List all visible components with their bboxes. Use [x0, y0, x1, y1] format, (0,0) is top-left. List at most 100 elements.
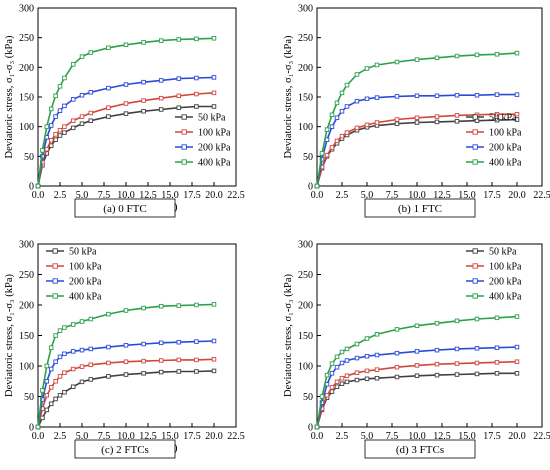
data-point: [79, 92, 85, 98]
legend-label: 100 kPa: [69, 262, 102, 273]
y-tick-label: 250: [19, 270, 34, 281]
x-tick-label: 20.0: [508, 190, 526, 201]
x-tick-label: 10.0: [408, 190, 426, 201]
data-point: [494, 52, 500, 57]
data-point: [211, 302, 217, 307]
data-point: [123, 101, 129, 106]
data-point: [70, 97, 76, 102]
data-point: [374, 352, 380, 358]
data-point: [319, 394, 325, 399]
data-point: [79, 319, 85, 324]
data-point: [354, 370, 360, 375]
x-tick-label: 2.5: [336, 431, 349, 442]
data-point: [53, 114, 58, 119]
data-point: [141, 305, 146, 311]
y-axis-label: Deviatoric stress, σ₁-σ₃ (kPa): [4, 35, 15, 159]
data-point: [123, 343, 129, 348]
data-point: [414, 115, 420, 121]
legend-marker: [472, 159, 478, 165]
data-point: [454, 113, 460, 118]
data-point: [57, 354, 63, 360]
legend-label: 50 kPa: [489, 113, 517, 124]
data-point: [141, 358, 146, 364]
panel-caption: (d) 3 FTCs: [396, 444, 444, 456]
data-point: [434, 321, 440, 326]
data-point: [48, 401, 54, 407]
data-point: [474, 360, 480, 366]
data-point: [344, 379, 350, 385]
y-tick-label: 200: [19, 301, 34, 312]
data-point: [394, 121, 400, 126]
data-point: [123, 372, 129, 377]
x-tick-label: 5.0: [76, 431, 89, 442]
legend-label: 50 kPa: [198, 113, 226, 124]
data-point: [48, 385, 54, 390]
series-3: [314, 314, 520, 430]
data-point: [374, 367, 380, 372]
series-2: [314, 344, 520, 430]
data-point: [53, 333, 58, 338]
series-3: [314, 50, 520, 189]
data-point: [474, 346, 480, 351]
data-point: [454, 361, 460, 366]
data-point: [394, 374, 400, 380]
data-point: [57, 133, 63, 138]
y-tick-label: 200: [19, 63, 34, 74]
data-point: [334, 354, 340, 360]
series-line: [316, 113, 517, 187]
y-tick-label: 50: [24, 392, 34, 403]
data-point: [106, 311, 111, 317]
data-point: [88, 377, 94, 382]
y-tick-label: 50: [303, 392, 313, 403]
legend-label: 400 kPa: [198, 158, 231, 169]
x-tick-label: 15.0: [161, 431, 179, 442]
y-tick-label: 100: [19, 122, 34, 133]
data-point: [339, 349, 345, 355]
data-point: [344, 373, 350, 379]
data-point: [57, 393, 63, 398]
data-point: [434, 114, 440, 119]
x-tick-label: 0.0: [32, 431, 45, 442]
y-tick-label: 0: [29, 423, 34, 434]
x-tick-label: 22.5: [227, 431, 245, 442]
data-point: [48, 366, 54, 372]
legend-marker: [52, 248, 58, 254]
series-line: [37, 303, 215, 428]
data-point: [434, 93, 440, 99]
data-point: [62, 325, 67, 330]
data-point: [79, 114, 85, 119]
data-point: [176, 105, 182, 110]
data-point: [62, 103, 67, 109]
data-point: [40, 148, 45, 153]
data-point: [176, 369, 182, 374]
data-point: [79, 364, 85, 369]
data-point: [40, 388, 45, 393]
data-point: [106, 114, 111, 119]
x-tick-label: 7.5: [386, 431, 399, 442]
data-point: [354, 72, 360, 77]
data-point: [176, 357, 182, 363]
y-tick-label: 150: [19, 331, 34, 342]
data-point: [339, 90, 345, 96]
data-point: [414, 120, 420, 125]
data-point: [454, 372, 460, 377]
data-point: [211, 357, 217, 362]
data-point: [62, 370, 67, 375]
legend-marker: [181, 114, 187, 120]
data-point: [324, 152, 330, 158]
y-tick-label: 100: [298, 362, 313, 373]
data-point: [176, 37, 182, 42]
y-tick-label: 50: [24, 152, 34, 163]
x-tick-label: 15.0: [458, 431, 476, 442]
data-point: [106, 85, 111, 91]
caption-box: [74, 439, 176, 459]
legend-label: 400 kPa: [69, 292, 102, 303]
data-point: [374, 120, 380, 125]
data-point: [79, 121, 85, 126]
data-point: [329, 145, 335, 150]
data-point: [334, 379, 340, 385]
data-point: [141, 98, 146, 103]
x-tick-label: 15.0: [458, 190, 476, 201]
series-0: [35, 368, 217, 430]
